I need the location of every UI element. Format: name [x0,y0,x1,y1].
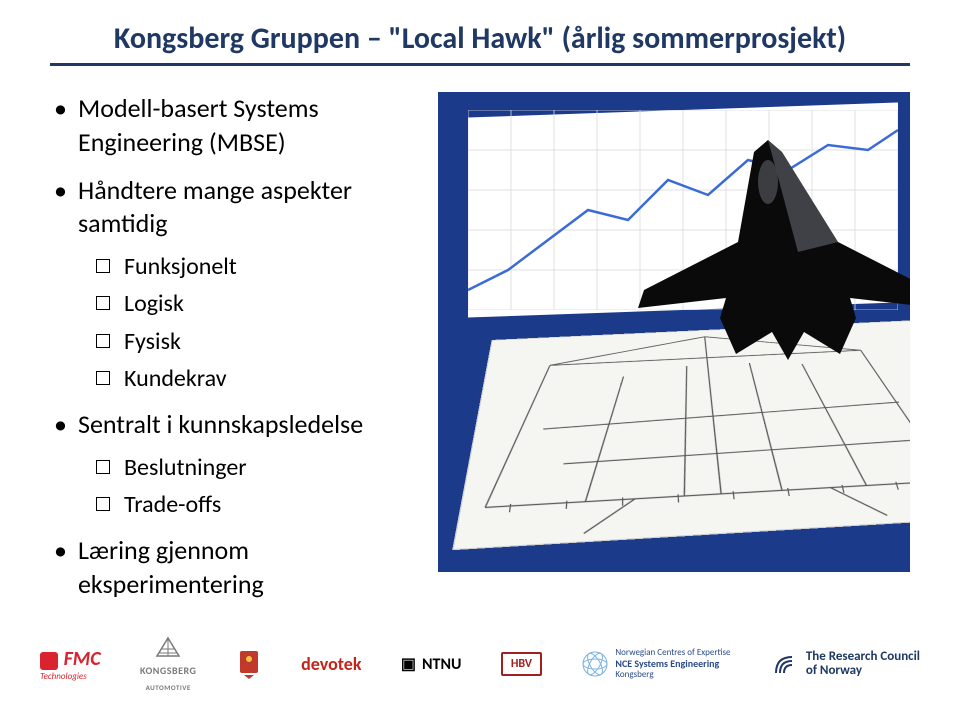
rcn-text: The Research Council of Norway [806,650,920,679]
bullet-list: Modell-basert Systems Engineering (MBSE)… [54,92,430,602]
bullet-text: Håndtere mange aspekter samtidig [78,174,352,240]
sub-list: Beslutninger Trade-offs [78,452,430,520]
kongsberg-logo: KONGSBERG AUTOMOTIVE [140,636,196,692]
rcn-line1: The Research Council [806,649,920,664]
fmc-sub: Technologies [40,671,101,682]
hbv-logo: HBV [501,652,542,676]
aircraft-icon [588,122,910,382]
nce-atom-icon [581,650,609,678]
devotek-text: devotek [301,653,361,675]
bullet-item: Modell-basert Systems Engineering (MBSE) [54,92,430,160]
bullet-column: Modell-basert Systems Engineering (MBSE)… [50,92,430,616]
slide-title: Kongsberg Gruppen – "Local Hawk" (årlig … [114,20,846,57]
bullet-item: Sentralt i kunnskapsledelse Beslutninger… [54,408,430,520]
rcn-logo: The Research Council of Norway [770,649,920,679]
ntnu-text: NTNU [422,655,461,674]
sub-list: Funksjonelt Logisk Fysisk Kundekrav [78,251,430,394]
hbv-text: HBV [501,652,542,676]
bullet-item: Håndtere mange aspekter samtidig Funksjo… [54,174,430,394]
devotek-logo: devotek [301,653,361,675]
bullet-item: Læring gjennom eksperimentering [54,534,430,602]
logo-footer: FMC Technologies KONGSBERG AUTOMOTIVE de… [0,636,960,692]
slide: Kongsberg Gruppen – "Local Hawk" (årlig … [0,0,960,710]
ntnu-symbol: ▣ [401,654,416,674]
bullet-text: Modell-basert Systems Engineering (MBSE) [78,92,319,158]
sub-item: Logisk [78,288,430,319]
content-row: Modell-basert Systems Engineering (MBSE)… [50,92,910,616]
sub-item: Trade-offs [78,489,430,520]
sub-item: Funksjonelt [78,251,430,282]
aircraft-figure [438,92,910,572]
ntnu-logo: ▣ NTNU [401,654,462,674]
sub-item: Beslutninger [78,452,430,483]
figure-column [438,92,910,572]
kongsberg-text: KONGSBERG [140,664,196,677]
kongsberg-mark-icon [155,636,181,658]
nce-logo: Norwegian Centres of Expertise NCE Syste… [581,648,730,680]
title-wrap: Kongsberg Gruppen – "Local Hawk" (årlig … [50,20,910,57]
rcn-mark-icon [770,649,800,679]
bullet-text: Sentralt i kunnskapsledelse [78,408,363,440]
nce-line3: Kongsberg [615,669,653,680]
fmc-mark-icon [40,652,58,670]
crest-logo [236,649,262,679]
crest-icon [236,649,262,679]
fmc-logo: FMC Technologies [40,647,101,682]
title-underline [50,63,910,66]
rcn-line2: of Norway [806,663,862,678]
bullet-text: Læring gjennom eksperimentering [78,534,264,600]
sub-item: Kundekrav [78,363,430,394]
sub-item: Fysisk [78,326,430,357]
kongsberg-sub: AUTOMOTIVE [146,683,191,692]
nce-text: Norwegian Centres of Expertise NCE Syste… [615,648,730,680]
fmc-text: FMC [64,647,101,671]
